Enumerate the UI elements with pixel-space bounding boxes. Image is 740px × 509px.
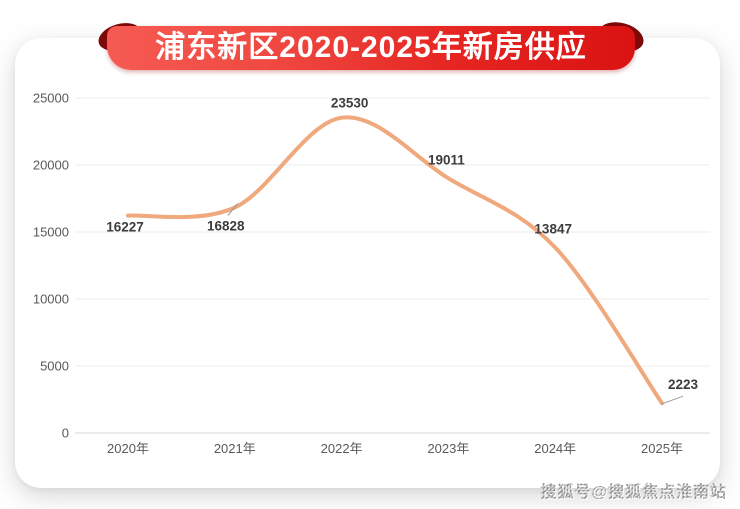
x-axis-label: 2020年 <box>107 441 149 456</box>
label-leader-line <box>660 395 684 405</box>
x-axis-label: 2021年 <box>214 441 256 456</box>
y-axis-tick: 15000 <box>33 225 69 240</box>
chart-card <box>15 38 720 488</box>
data-label: 13847 <box>534 221 572 236</box>
data-label: 23530 <box>331 96 369 111</box>
y-axis-tick: 25000 <box>33 91 69 106</box>
y-axis-tick: 10000 <box>33 292 69 307</box>
data-label: 16828 <box>207 219 245 234</box>
data-line <box>126 115 664 406</box>
x-axis-label: 2022年 <box>321 441 363 456</box>
data-label: 16227 <box>106 220 144 235</box>
x-axis-label: 2023年 <box>427 441 469 456</box>
x-axis-label: 2025年 <box>641 441 683 456</box>
x-axis-label: 2024年 <box>534 441 576 456</box>
watermark: 搜狐号@搜狐焦点淮南站 <box>540 478 727 502</box>
y-axis-tick: 0 <box>62 426 69 441</box>
data-label: 19011 <box>428 152 465 167</box>
title-ribbon: 浦东新区2020-2025年新房供应 <box>95 17 647 74</box>
chart-title: 浦东新区2020-2025年新房供应 <box>155 31 587 64</box>
ribbon-body: 浦东新区2020-2025年新房供应 <box>107 26 635 70</box>
y-axis-tick: 20000 <box>33 158 69 173</box>
label-leader-line <box>227 203 239 216</box>
data-label: 2223 <box>668 377 699 392</box>
y-axis-tick: 5000 <box>40 359 69 374</box>
